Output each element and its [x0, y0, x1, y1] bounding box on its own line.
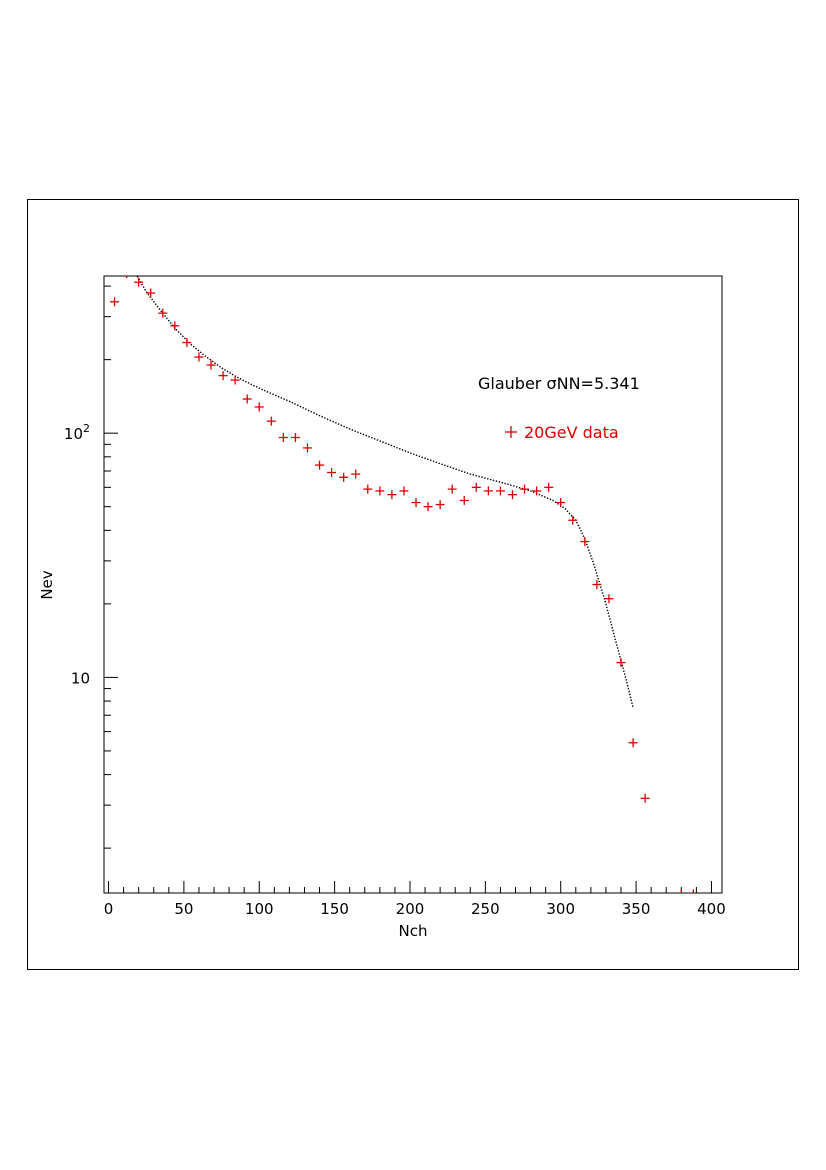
- data-point: [629, 738, 638, 747]
- x-tick-label: 250: [471, 900, 500, 918]
- data-point: [472, 483, 481, 492]
- x-tick-label: 100: [245, 900, 274, 918]
- data-point: [496, 486, 505, 495]
- data-point: [363, 485, 372, 494]
- data-point: [182, 338, 191, 347]
- glauber-curve: [136, 274, 633, 708]
- x-tick-label: 300: [546, 900, 575, 918]
- data-points: [110, 269, 698, 898]
- data-point: [580, 537, 589, 546]
- data-point: [484, 486, 493, 495]
- y-tick-label: 102: [64, 422, 90, 443]
- x-axis-label: Nch: [399, 922, 428, 940]
- data-point: [424, 502, 433, 511]
- plot-area: [104, 276, 722, 893]
- legend-entry-glauber: Glauber σNN=5.341: [478, 374, 640, 393]
- legend-marker-data: [505, 426, 517, 438]
- data-point: [399, 486, 408, 495]
- data-point: [544, 483, 553, 492]
- data-point: [110, 297, 119, 306]
- data-point: [448, 485, 457, 494]
- data-point: [351, 470, 360, 479]
- y-axis-label: Nev: [38, 570, 56, 599]
- data-point: [267, 417, 276, 426]
- data-point: [520, 485, 529, 494]
- x-tick-label: 50: [174, 900, 193, 918]
- x-tick-label: 0: [104, 900, 114, 918]
- data-point: [460, 496, 469, 505]
- x-tick-label: 400: [697, 900, 726, 918]
- data-point: [122, 269, 131, 278]
- data-point: [327, 468, 336, 477]
- data-point: [617, 658, 626, 667]
- data-point: [303, 443, 312, 452]
- x-tick-label: 150: [320, 900, 349, 918]
- data-point: [568, 516, 577, 525]
- data-point: [170, 321, 179, 330]
- y-tick-label: 10: [71, 669, 90, 687]
- x-tick-label: 200: [396, 900, 425, 918]
- x-tick-label: 350: [622, 900, 651, 918]
- x-axis-ticks: 0 50 100 150 200 250 300 350 400: [104, 881, 726, 918]
- data-point: [677, 889, 686, 898]
- data-point: [146, 288, 155, 297]
- data-point: [243, 394, 252, 403]
- data-point: [436, 500, 445, 509]
- data-point: [291, 433, 300, 442]
- y-axis-ticks: 10 102: [64, 286, 118, 848]
- data-point: [592, 580, 601, 589]
- data-point: [315, 461, 324, 470]
- data-point: [375, 486, 384, 495]
- data-point: [194, 353, 203, 362]
- data-point: [387, 490, 396, 499]
- data-point: [158, 309, 167, 318]
- data-point: [279, 433, 288, 442]
- data-point: [339, 473, 348, 482]
- legend-entry-data: 20GeV data: [524, 423, 619, 442]
- data-point: [556, 498, 565, 507]
- data-point: [219, 371, 228, 380]
- glauber-curve-line: [136, 274, 633, 708]
- data-point: [641, 794, 650, 803]
- data-point: [255, 402, 264, 411]
- data-point: [508, 490, 517, 499]
- data-point: [207, 361, 216, 370]
- data-point: [231, 376, 240, 385]
- data-point: [412, 498, 421, 507]
